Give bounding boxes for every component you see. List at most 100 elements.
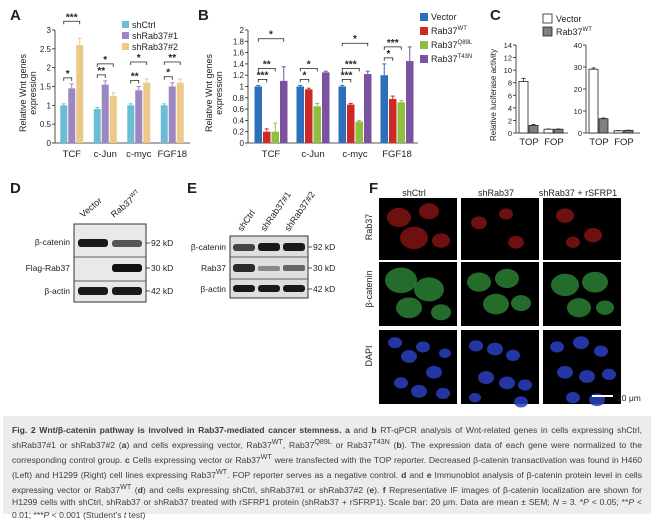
row-label-f-bcatenin: β-catenin <box>364 270 374 307</box>
band-e-bcat-2 <box>258 243 280 251</box>
size-d-30: 30 kD <box>151 263 173 273</box>
lane-label-shctrl: shCtrl <box>235 208 257 233</box>
bar <box>68 88 76 143</box>
significance-bracket <box>63 77 73 81</box>
bar <box>176 82 184 143</box>
cell-stain <box>499 208 513 220</box>
row-label-e-bcatenin: β-catenin <box>191 242 226 252</box>
panel-c-letter: C <box>490 7 501 24</box>
row-label-f-dapi: DAPI <box>364 345 374 366</box>
panel-f: F shCtrl shRab37 shRab37 + rSFRP1 Rab37 … <box>364 180 641 408</box>
band-d-actin-1 <box>78 287 108 295</box>
significance-bracket <box>130 61 148 65</box>
lane-label-rab37wt: Rab37WT <box>109 189 143 220</box>
cell-stain <box>566 236 580 248</box>
band-e-actin-3 <box>283 285 305 292</box>
cell-stain <box>508 235 524 249</box>
ytick-label: 0 <box>240 139 245 148</box>
cell-stain <box>387 207 411 228</box>
cell-stain <box>584 228 602 243</box>
cell-stain <box>511 295 531 312</box>
significance-label: ** <box>168 53 176 64</box>
significance-bracket <box>299 78 310 83</box>
cell-stain <box>469 392 481 403</box>
legend-label-c-vector: Vector <box>556 14 582 24</box>
legend-swatch-shrab37-1 <box>122 32 129 39</box>
cell-stain <box>396 297 422 319</box>
column-label-shrab37: shRab37 <box>478 188 514 198</box>
bar <box>271 131 279 143</box>
ytick-label: 12 <box>504 54 512 63</box>
band-d-bcat-2 <box>112 240 142 247</box>
bar <box>347 104 355 143</box>
ytick-label: 2 <box>47 64 52 73</box>
ytick-label: 0.8 <box>233 94 245 103</box>
ytick-label: 1 <box>47 101 52 110</box>
significance-bracket <box>63 20 81 25</box>
category-label: c-myc <box>342 149 368 160</box>
ytick-label: 0 <box>508 129 512 138</box>
cell-stain <box>556 208 574 223</box>
legend-label-rab37q89l: Rab37Q89L <box>431 40 473 50</box>
category-label: FGF18 <box>382 149 412 160</box>
cell-stain <box>385 267 417 294</box>
panel-b-ylabel-2: expression <box>214 71 224 115</box>
ytick-label: 1.5 <box>40 83 52 92</box>
significance-bracket <box>163 76 173 80</box>
significance-label: *** <box>66 12 78 23</box>
category-label: c-Jun <box>301 149 324 160</box>
bar <box>160 105 168 143</box>
if-tile <box>461 198 539 260</box>
significance-label: * <box>353 34 357 45</box>
cell-stain <box>514 396 528 408</box>
cell-stain <box>557 365 573 379</box>
cell-stain <box>431 304 451 321</box>
significance-label: ** <box>263 59 271 70</box>
cell-stain <box>414 277 444 302</box>
bar <box>598 118 609 134</box>
category-label: TCF <box>63 149 82 160</box>
bar <box>93 109 101 143</box>
ytick-label: 30 <box>574 63 582 72</box>
significance-label: * <box>103 55 107 66</box>
ytick-label: 1.8 <box>233 37 245 46</box>
ytick-label: 0.5 <box>40 120 52 129</box>
bar <box>280 80 288 143</box>
cell-stain <box>426 365 442 379</box>
row-label-d-bactin: β-actin <box>44 286 70 296</box>
cell-stain <box>579 370 595 383</box>
category-label: TOP <box>589 137 608 148</box>
cell-stain <box>499 376 515 390</box>
if-tile <box>543 198 621 260</box>
panel-b-ylabel-1: Relative Wnt genes <box>204 53 214 132</box>
cell-stain <box>419 203 439 220</box>
category-label: TOP <box>519 137 538 148</box>
row-label-f-rab37: Rab37 <box>364 214 374 241</box>
band-d-bcat-1 <box>78 239 108 247</box>
ytick-label: 40 <box>574 41 582 50</box>
cell-stain <box>388 337 402 349</box>
ytick-label: 0 <box>47 139 52 148</box>
cell-stain <box>432 233 450 248</box>
significance-bracket <box>257 38 285 42</box>
cell-stain <box>436 387 450 400</box>
category-label: c-Jun <box>94 149 117 160</box>
bar <box>263 131 271 143</box>
row-label-e-rab37: Rab37 <box>201 263 226 273</box>
ytick-label: 10 <box>504 66 512 75</box>
bar <box>518 81 529 134</box>
bar <box>254 86 262 143</box>
cell-stain <box>401 350 417 363</box>
band-e-rab-3 <box>283 265 305 271</box>
bar <box>60 105 68 143</box>
panel-e-letter: E <box>187 180 197 197</box>
bar <box>168 86 176 143</box>
ytick-label: 10 <box>574 107 582 116</box>
bar <box>143 82 151 143</box>
bar <box>528 125 539 134</box>
ytick-label: 8 <box>508 79 512 88</box>
caption-title: Fig. 2 Wnt/β-catenin pathway is involved… <box>12 425 342 435</box>
bar <box>623 129 634 134</box>
figure-area: A Relative Wnt genes expression 0 0.5 1 1.5… <box>10 7 641 408</box>
size-e-30: 30 kD <box>313 263 335 273</box>
